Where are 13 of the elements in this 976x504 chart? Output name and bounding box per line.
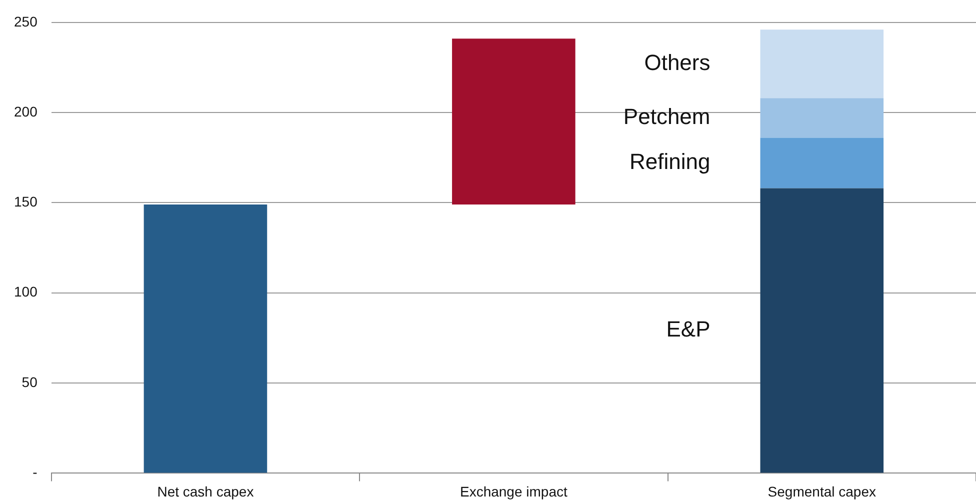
text: E&P (666, 316, 710, 342)
x-tick-label: Exchange impact (460, 483, 568, 500)
y-tick-label: 250 (14, 13, 38, 30)
y-tick-label: 150 (14, 194, 38, 210)
x-tick-label: Segmental capex (768, 483, 876, 500)
y-tick-label: - (32, 464, 38, 480)
text: Others (644, 50, 710, 75)
x-tick-label: Net cash capex (157, 483, 254, 500)
y-tick-label: 100 (14, 284, 38, 300)
text: Petchem (623, 104, 710, 130)
y-tick-label: 200 (14, 103, 38, 120)
text: Refining (630, 149, 710, 174)
y-tick-label: 50 (22, 374, 38, 390)
